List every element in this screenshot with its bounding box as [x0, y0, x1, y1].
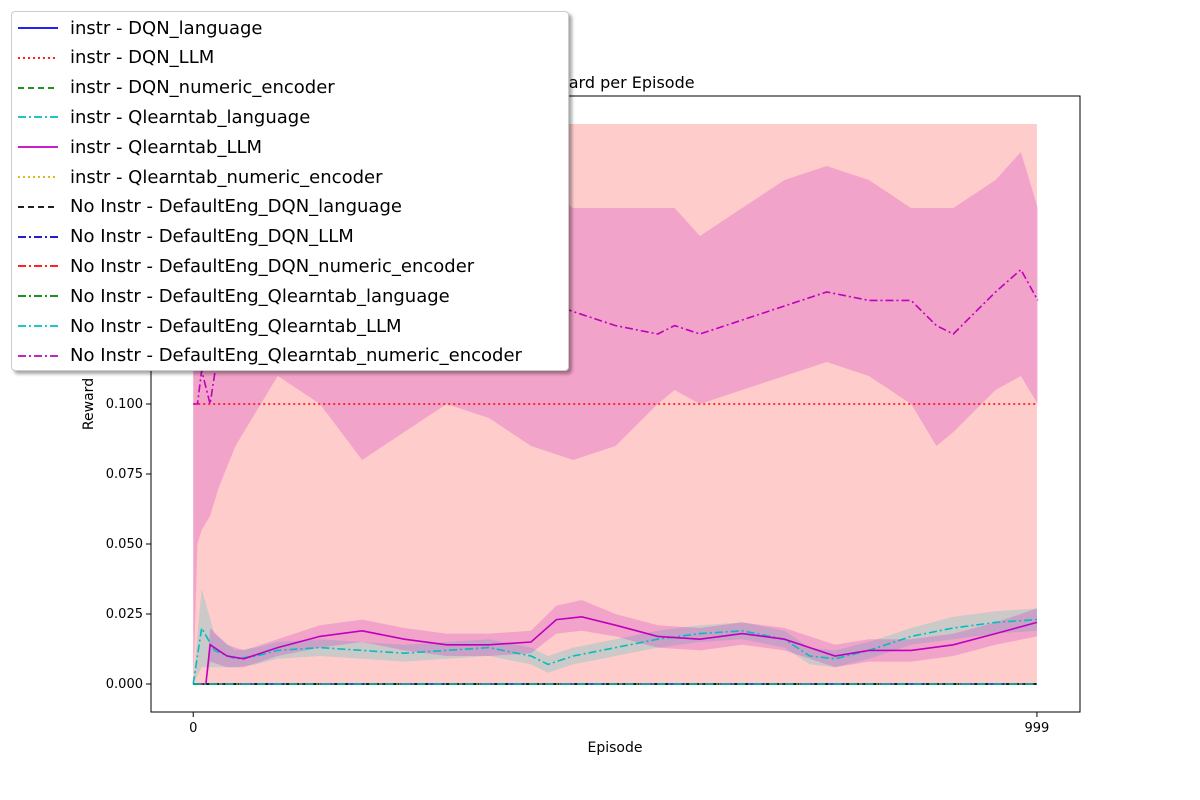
legend-item: No Instr - DefaultEng_Qlearntab_language: [18, 283, 450, 309]
y-tick-label: 0.075: [106, 467, 143, 482]
legend-swatch: [18, 295, 58, 298]
legend-item: instr - Qlearntab_language: [18, 104, 310, 130]
legend-label: instr - Qlearntab_language: [70, 106, 311, 128]
x-tick-label: 0: [189, 721, 197, 736]
legend-label: instr - Qlearntab_numeric_encoder: [70, 166, 383, 188]
chart-title: Reward per Episode: [535, 73, 694, 92]
legend-label: No Instr - DefaultEng_DQN_LLM: [70, 226, 354, 248]
legend-swatch: [18, 146, 58, 149]
legend-swatch: [18, 56, 58, 59]
axis-ticks: 0 999 0.000 0.025 0.050 0.075 0.100: [106, 397, 1050, 736]
legend-swatch: [18, 325, 58, 327]
legend-label: instr - DQN_numeric_encoder: [70, 77, 335, 99]
legend-label: instr - Qlearntab_LLM: [70, 136, 263, 158]
legend-item: No Instr - DefaultEng_DQN_numeric_encode…: [18, 253, 474, 279]
y-tick-label: 0.000: [106, 677, 143, 692]
y-tick-label: 0.025: [106, 607, 143, 622]
legend-swatch: [18, 265, 58, 268]
legend-item: instr - Qlearntab_numeric_encoder: [18, 164, 382, 190]
legend-item: instr - Qlearntab_LLM: [18, 134, 262, 160]
legend-item: instr - DQN_numeric_encoder: [18, 75, 335, 101]
y-tick-label: 0.100: [106, 397, 143, 412]
legend-label: No Instr - DefaultEng_Qlearntab_LLM: [70, 315, 402, 337]
legend-swatch: [18, 205, 58, 208]
y-axis-label: Reward: [81, 378, 97, 430]
x-tick-label: 999: [1025, 721, 1050, 736]
legend-label: No Instr - DefaultEng_DQN_language: [70, 196, 402, 218]
legend-item: instr - DQN_LLM: [18, 45, 214, 71]
legend-label: No Instr - DefaultEng_Qlearntab_language: [70, 285, 450, 307]
legend-swatch: [18, 116, 58, 119]
legend-label: instr - DQN_LLM: [70, 47, 215, 69]
y-tick-label: 0.050: [106, 537, 143, 552]
legend-swatch: [18, 27, 58, 29]
legend-swatch: [18, 235, 58, 238]
legend-label: No Instr - DefaultEng_DQN_numeric_encode…: [70, 255, 475, 277]
legend-label: No Instr - DefaultEng_Qlearntab_numeric_…: [70, 345, 522, 367]
series-band-3: [193, 588, 1037, 684]
legend-label: instr - DQN_language: [70, 17, 263, 39]
series-line-4: [193, 615, 1038, 685]
legend-item: instr - DQN_language: [18, 15, 262, 41]
legend-item: No Instr - DefaultEng_Qlearntab_LLM: [18, 313, 402, 339]
legend-swatch: [18, 354, 58, 357]
legend-item: No Instr - DefaultEng_DQN_language: [18, 194, 402, 220]
series-band-4: [193, 600, 1037, 684]
legend-swatch: [18, 86, 58, 89]
legend-item: No Instr - DefaultEng_Qlearntab_numeric_…: [18, 343, 522, 369]
legend-swatch: [18, 176, 58, 178]
x-axis-label: Episode: [588, 740, 643, 756]
legend-item: No Instr - DefaultEng_DQN_LLM: [18, 224, 354, 250]
